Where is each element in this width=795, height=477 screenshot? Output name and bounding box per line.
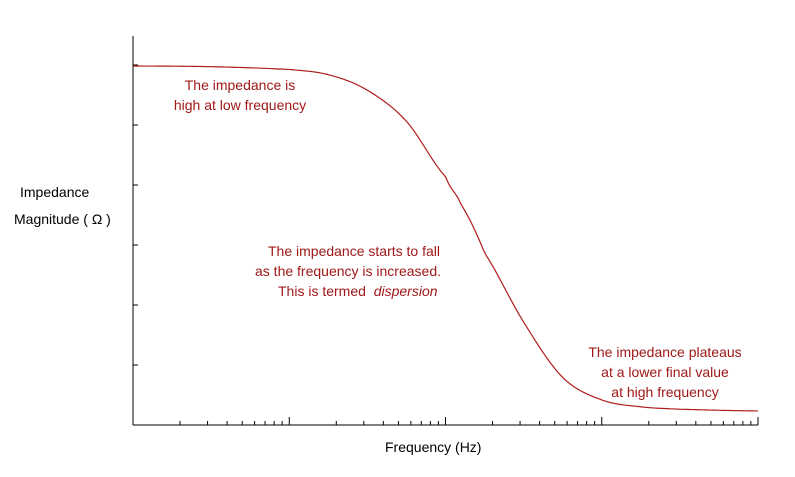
annotation-high-line1: The impedance is (184, 77, 296, 93)
annotation-high: The impedance is high at low frequency (155, 75, 325, 115)
annotation-low-line2: at a lower final value (601, 364, 729, 380)
y-axis-label-line2: Magnitude ( Ω ) (14, 211, 111, 227)
annotation-fall-line3: This is termed dispersion (255, 281, 495, 301)
annotation-low: The impedance plateaus at a lower final … (570, 342, 760, 402)
curve-layer (132, 65, 759, 412)
annotation-fall-term: dispersion (373, 283, 438, 299)
y-axis-label-line1: Impedance (20, 184, 90, 200)
annotation-high-line2: high at low frequency (173, 97, 307, 113)
x-ticks (179, 417, 759, 425)
annotation-low-line3: at high frequency (611, 384, 719, 400)
annotation-fall-line2: as the frequency is increased. (255, 263, 441, 279)
y-ticks (133, 64, 138, 366)
annotation-fall: The impedance starts to fall as the freq… (255, 241, 495, 301)
annotation-fall-line1: The impedance starts to fall (268, 243, 440, 259)
x-axis-label: Frequency (Hz) (385, 439, 482, 455)
impedance-curve (132, 65, 759, 412)
annotation-low-line1: The impedance plateaus (588, 344, 742, 360)
annotation-fall-prefix: This is termed (278, 283, 366, 299)
